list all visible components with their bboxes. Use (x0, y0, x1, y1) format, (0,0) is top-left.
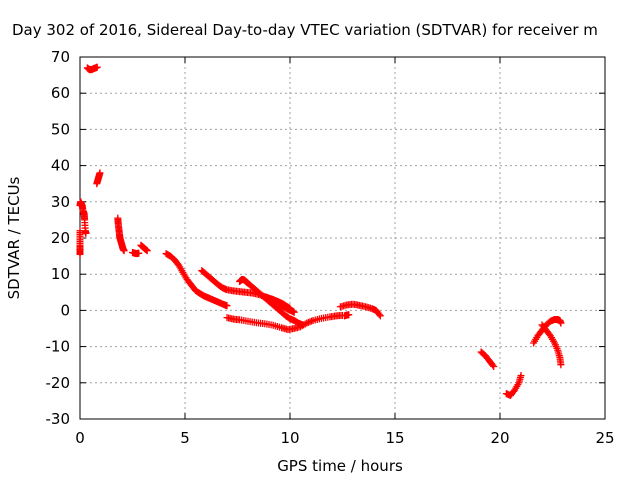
series-s2 (76, 227, 84, 258)
series-s19 (538, 321, 565, 369)
series-s11 (236, 276, 307, 329)
data-point (490, 363, 498, 371)
series-s3 (79, 207, 90, 237)
x-tick-label: 0 (75, 429, 85, 447)
y-tick-label: 30 (51, 193, 70, 211)
data-point (345, 311, 353, 319)
data-point (489, 361, 497, 369)
x-tick-label: 10 (280, 429, 299, 447)
series-s14 (336, 300, 384, 320)
data-point (143, 247, 151, 255)
data-point (375, 310, 383, 318)
series-s7 (129, 248, 143, 258)
series-s6 (114, 214, 128, 255)
x-axis-label: GPS time / hours (277, 457, 403, 475)
data-markers (76, 63, 565, 399)
data-point (290, 308, 298, 316)
data-point (223, 302, 231, 310)
series-s12 (276, 300, 298, 316)
data-point (93, 63, 101, 71)
y-tick-label: -30 (46, 410, 71, 428)
series-s13 (223, 311, 346, 334)
y-tick-label: 0 (60, 301, 70, 319)
y-tick-label: 50 (51, 120, 70, 138)
data-point (96, 169, 104, 177)
data-point (135, 249, 143, 257)
series-s1 (76, 198, 87, 213)
y-tick-label: 10 (51, 265, 70, 283)
y-axis-label: SDTVAR / TECUs (5, 176, 23, 299)
series-s17 (502, 372, 525, 399)
series-s9 (162, 250, 231, 310)
series-s4 (83, 63, 101, 74)
y-tick-label: 40 (51, 157, 70, 175)
y-tick-label: 60 (51, 84, 70, 102)
y-tick-label: -20 (46, 374, 71, 392)
data-point (517, 372, 525, 380)
data-point (376, 312, 384, 320)
series-s5 (93, 169, 104, 188)
data-point (557, 319, 565, 327)
y-tick-label: 20 (51, 229, 70, 247)
data-point (82, 229, 90, 237)
data-point (76, 250, 84, 258)
x-tick-label: 25 (595, 429, 614, 447)
x-tick-label: 5 (180, 429, 190, 447)
x-tick-label: 15 (385, 429, 404, 447)
series-s8 (137, 241, 151, 255)
series-s15 (341, 311, 353, 320)
y-tick-label: 70 (51, 48, 70, 66)
grid-lines (80, 57, 605, 419)
x-tick-label: 20 (490, 429, 509, 447)
data-point (120, 247, 128, 255)
y-tick-label: -10 (46, 338, 71, 356)
data-point (301, 320, 309, 328)
chart-title: Day 302 of 2016, Sidereal Day-to-day VTE… (12, 21, 598, 39)
series-s16 (477, 348, 498, 371)
axis-ticks: 0 5 10 15 20 25 -30 -20 -10 0 10 20 30 40 50 60 70 (46, 48, 615, 447)
data-point (557, 361, 565, 369)
